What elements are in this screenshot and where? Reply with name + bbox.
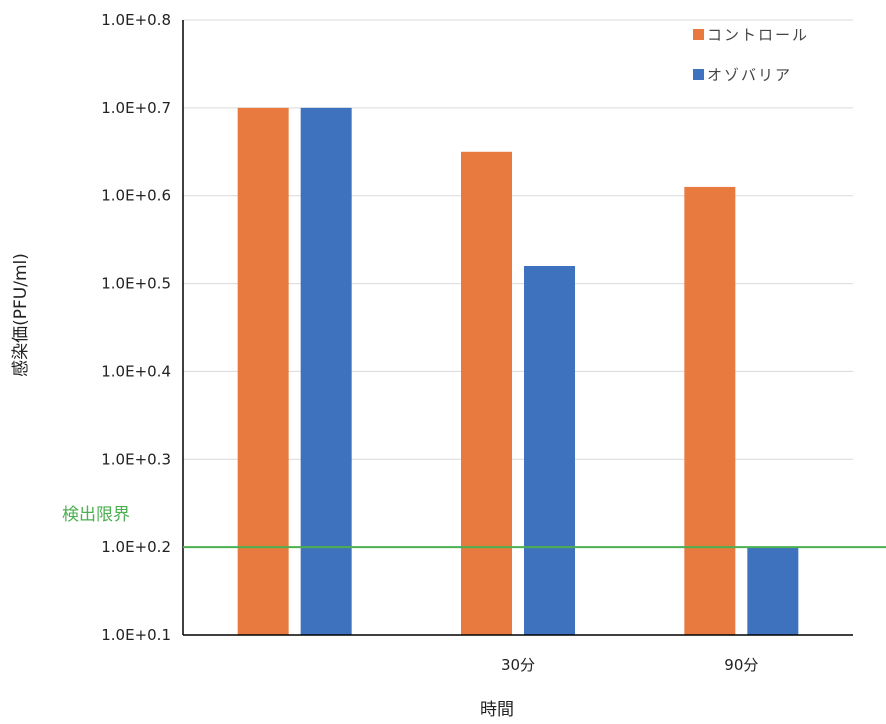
bar-control: [237, 107, 289, 636]
legend: コントロール オゾバリア: [693, 26, 809, 84]
y-tick-label: 1.0E+0.6: [101, 187, 171, 205]
y-tick-label: 1.0E+0.8: [101, 11, 171, 29]
bar-ozobaria: [747, 547, 799, 635]
legend-label-control: コントロール: [707, 26, 809, 44]
detection-limit-label: 検出限界: [62, 505, 130, 525]
y-tick-label: 1.0E+0.1: [101, 626, 171, 644]
gridlines: [183, 19, 853, 548]
bar-ozobaria: [300, 107, 352, 636]
y-tick-label: 1.0E+0.3: [101, 450, 171, 468]
y-tick-labels: 1.0E+0.1 1.0E+0.2 1.0E+0.3 1.0E+0.4 1.0E+0.5…: [101, 11, 171, 644]
x-tick-labels: 30分 90分: [501, 656, 758, 674]
x-axis-title: 時間: [480, 700, 514, 720]
x-tick-label: 30分: [501, 656, 535, 674]
y-tick-label: 1.0E+0.5: [101, 275, 171, 293]
axes: [182, 20, 853, 636]
y-tick-label: 1.0E+0.2: [101, 538, 171, 556]
bar-control: [684, 186, 736, 635]
y-tick-label: 1.0E+0.7: [101, 99, 171, 117]
legend-swatch-control: [693, 29, 704, 40]
reference-line-group: 検出限界: [62, 505, 886, 549]
legend-swatch-ozobaria: [693, 69, 704, 80]
bar-control: [461, 151, 512, 636]
y-axis-title: 感染価(PFU/ml): [11, 253, 31, 377]
x-tick-label: 90分: [724, 656, 758, 674]
legend-label-ozobaria: オゾバリア: [707, 66, 792, 84]
bar-ozobaria: [524, 266, 575, 635]
y-tick-label: 1.0E+0.4: [101, 362, 171, 380]
